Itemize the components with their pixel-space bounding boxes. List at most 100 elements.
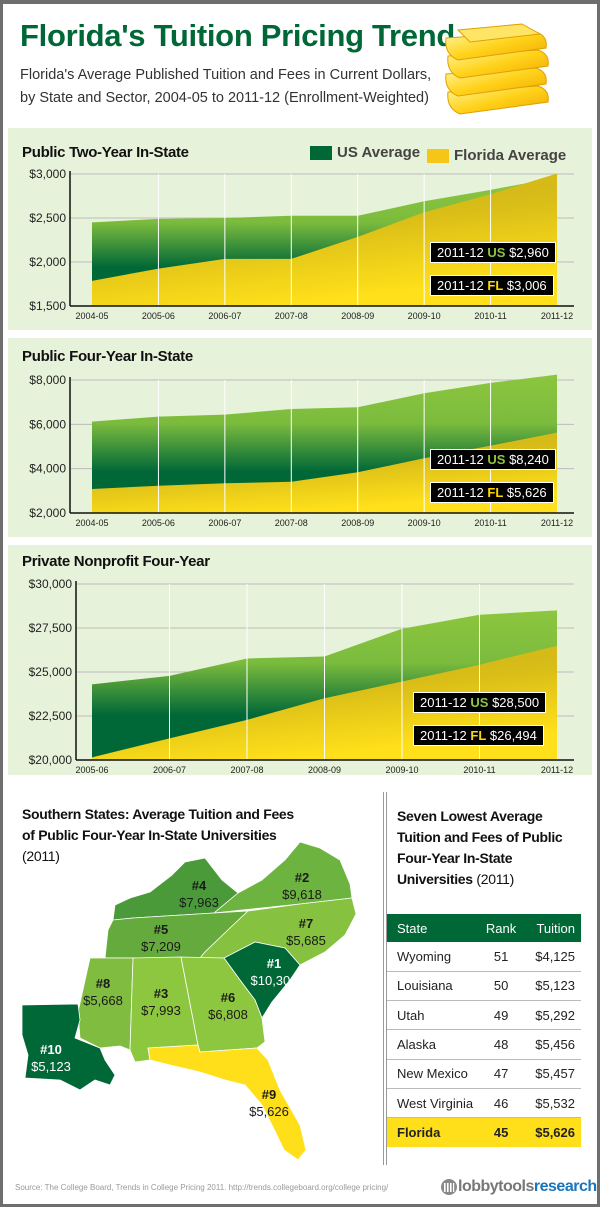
- annotation-fl: 2011-12 FL $3,006: [430, 275, 554, 296]
- table-row: Utah 49 $5,292: [387, 1000, 581, 1031]
- x-tick-label: 2010-11: [474, 311, 506, 321]
- page-subtitle: Florida's Average Published Tuition and …: [20, 64, 431, 110]
- series-area-florida-average: [92, 173, 557, 306]
- x-tick-label: 2008-09: [341, 518, 374, 528]
- cell-state: Wyoming: [387, 942, 484, 972]
- annotation-us: 2011-12 US $2,960: [430, 242, 556, 263]
- section-divider: [383, 792, 387, 1165]
- y-tick-label: $1,500: [29, 299, 66, 313]
- y-tick-label: $27,500: [29, 621, 73, 635]
- y-tick-label: $2,000: [29, 255, 66, 269]
- x-tick-label: 2011-12: [541, 765, 573, 775]
- map-tuition-label: $10,300: [251, 973, 298, 988]
- southern-states-map: #1 $10,300 #2 $9,618 #3 $7,993 #4 $7,963 #5 $7,20…: [21, 841, 357, 1161]
- map-tuition-label: $5,626: [249, 1104, 289, 1119]
- map-rank-label: #7: [299, 916, 313, 931]
- x-tick-label: 2006-07: [208, 518, 241, 528]
- map-tuition-label: $7,993: [141, 1003, 181, 1018]
- x-tick-label: 2007-08: [275, 311, 308, 321]
- legend-swatch-fl: [427, 148, 449, 163]
- chart-panel-public-four-year: $2,000 $4,000 $6,000 $8,000 2004-05 2005-06 20…: [8, 338, 592, 537]
- map-rank-label: #1: [267, 956, 281, 971]
- table-title: Seven Lowest Average Tuition and Fees of…: [397, 808, 563, 887]
- column-building-icon: [441, 1179, 457, 1195]
- cell-state: Louisiana: [387, 971, 484, 1002]
- cell-rank: 50: [483, 971, 519, 1002]
- legend-fl: Florida Average: [427, 147, 566, 164]
- map-tuition-label: $5,668: [83, 993, 123, 1008]
- lowest-tuition-table: State Rank Tuition Wyoming 51 $4,125 Louisi…: [387, 914, 581, 1148]
- chart-title: Public Two-Year In-State: [22, 144, 189, 161]
- column-header-tuition: Tuition: [518, 914, 581, 942]
- chart-title: Public Four-Year In-State: [22, 348, 193, 365]
- y-tick-label: $25,000: [29, 665, 73, 679]
- map-tuition-label: $9,618: [282, 887, 322, 902]
- y-tick-label: $30,000: [29, 577, 73, 591]
- y-tick-label: $20,000: [29, 753, 73, 767]
- map-rank-label: #6: [221, 990, 235, 1005]
- y-tick-label: $3,000: [29, 167, 66, 181]
- y-tick-label: $4,000: [29, 462, 66, 476]
- cell-rank: 48: [483, 1029, 519, 1060]
- x-tick-label: 2005-06: [142, 518, 175, 528]
- map-tuition-label: $5,123: [31, 1059, 71, 1074]
- annotation-us: 2011-12 US $28,500: [413, 692, 547, 713]
- x-tick-label: 2010-11: [474, 518, 506, 528]
- y-tick-label: $2,500: [29, 211, 66, 225]
- cell-tuition: $5,456: [518, 1029, 581, 1060]
- cell-state: New Mexico: [387, 1059, 484, 1089]
- legend-us: US Average: [310, 144, 420, 161]
- map-tuition-label: $5,685: [286, 933, 326, 948]
- subtitle-line-1: Florida's Average Published Tuition and …: [20, 67, 432, 83]
- chart-title: Private Nonprofit Four-Year: [22, 553, 210, 570]
- cell-tuition: $5,626: [518, 1117, 581, 1148]
- x-tick-label: 2009-10: [408, 311, 441, 321]
- table-row: Louisiana 50 $5,123: [387, 971, 581, 1002]
- cell-rank: 47: [483, 1059, 519, 1089]
- map-title: Southern States: Average Tuition and Fee…: [22, 806, 294, 864]
- map-tuition-label: $7,209: [141, 939, 181, 954]
- y-tick-label: $22,500: [29, 709, 73, 723]
- source-citation: Source: The College Board, Trends in Col…: [15, 1183, 389, 1192]
- x-tick-label: 2006-07: [153, 765, 186, 775]
- cell-tuition: $5,123: [518, 971, 581, 1002]
- table-row: New Mexico 47 $5,457: [387, 1059, 581, 1089]
- x-tick-label: 2005-06: [75, 765, 108, 775]
- annotation-us: 2011-12 US $8,240: [430, 449, 556, 470]
- map-rank-label: #5: [154, 922, 168, 937]
- x-tick-label: 2008-09: [341, 311, 374, 321]
- cell-tuition: $5,532: [518, 1088, 581, 1119]
- column-header-rank: Rank: [483, 914, 519, 942]
- chart-panel-private-nonprofit: $20,000 $22,500 $25,000 $27,500 $30,000 2005-…: [8, 545, 592, 775]
- chart-public-four-year: $2,000 $4,000 $6,000 $8,000 2004-05 2005-06 20…: [29, 373, 574, 528]
- map-state-rank-9: [147, 1044, 307, 1161]
- chart-panel-public-two-year: $1,500 $2,000 $2,500 $3,000 2004-05 2005-06 20…: [8, 128, 592, 330]
- table-row: Alaska 48 $5,456: [387, 1029, 581, 1060]
- legend-swatch-us: [310, 145, 332, 160]
- cell-state: Florida: [387, 1117, 484, 1148]
- cell-tuition: $5,457: [518, 1059, 581, 1089]
- x-tick-label: 2009-10: [408, 518, 441, 528]
- cell-rank: 45: [483, 1117, 519, 1148]
- x-tick-label: 2009-10: [385, 765, 418, 775]
- x-tick-label: 2005-06: [142, 311, 175, 321]
- cell-rank: 49: [483, 1000, 519, 1031]
- y-tick-label: $6,000: [29, 417, 66, 431]
- y-tick-label: $2,000: [29, 506, 66, 520]
- x-tick-label: 2011-12: [541, 311, 573, 321]
- x-tick-label: 2004-05: [75, 518, 108, 528]
- map-rank-label: #3: [154, 986, 168, 1001]
- subtitle-line-2: by State and Sector, 2004-05 to 2011-12 …: [20, 90, 429, 106]
- x-tick-label: 2008-09: [308, 765, 341, 775]
- map-tuition-label: $7,963: [179, 895, 219, 910]
- map-rank-label: #9: [262, 1087, 276, 1102]
- y-tick-label: $8,000: [29, 373, 66, 387]
- column-header-state: State: [387, 914, 484, 942]
- cell-state: Utah: [387, 1000, 484, 1031]
- cell-tuition: $4,125: [518, 942, 581, 972]
- x-tick-label: 2004-05: [75, 311, 108, 321]
- x-tick-label: 2006-07: [208, 311, 241, 321]
- legend-label-fl: Florida Average: [454, 147, 567, 164]
- map-rank-label: #8: [96, 976, 110, 991]
